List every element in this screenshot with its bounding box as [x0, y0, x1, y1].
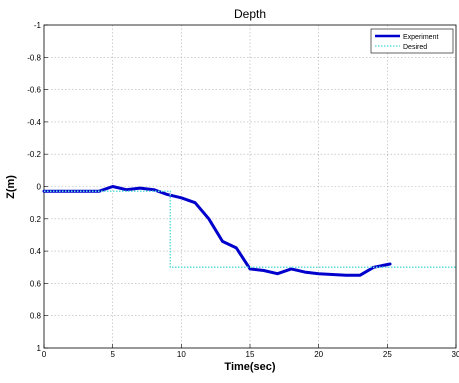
- legend-box: [370, 28, 454, 54]
- y-tick-label: 0.2: [30, 215, 42, 224]
- y-tick-label: -0.6: [27, 86, 41, 95]
- legend-label-experiment: Experiment: [403, 34, 438, 41]
- x-tick-label: 25: [383, 350, 392, 359]
- x-tick-label: 0: [42, 350, 47, 359]
- series-lines: [42, 185, 456, 277]
- x-tick-label: 30: [452, 350, 459, 359]
- x-tick-label: 10: [177, 350, 186, 359]
- y-tick-label: -0.8: [27, 53, 41, 62]
- series-line-experiment: [42, 185, 392, 277]
- y-tick-label: 0.8: [30, 312, 42, 321]
- legend: Experiment Desired: [370, 28, 454, 54]
- y-tick-label: -0.2: [27, 150, 41, 159]
- x-axis-label: Time(sec): [224, 361, 275, 373]
- y-tick-label: -1: [34, 21, 42, 30]
- x-tick-label: 5: [110, 350, 115, 359]
- chart-title: Depth: [234, 7, 266, 21]
- y-tick-label: -0.4: [27, 118, 41, 127]
- axis-ticks: 0 5 10 15 20 25 30 -1 -0.8 -0.6 -0.4 -0.2 0 0.2 0.4 0.6…: [27, 21, 459, 359]
- y-tick-label: 0.4: [30, 247, 42, 256]
- x-tick-label: 20: [314, 350, 323, 359]
- grid-lines: [44, 25, 456, 348]
- y-tick-label: 1: [37, 344, 42, 353]
- y-tick-label: 0: [37, 183, 42, 192]
- series-line-desired: [44, 190, 456, 269]
- x-tick-label: 15: [246, 350, 255, 359]
- legend-label-desired: Desired: [403, 44, 427, 51]
- y-tick-label: 0.6: [30, 279, 42, 288]
- y-axis-label: Z(m): [5, 175, 17, 199]
